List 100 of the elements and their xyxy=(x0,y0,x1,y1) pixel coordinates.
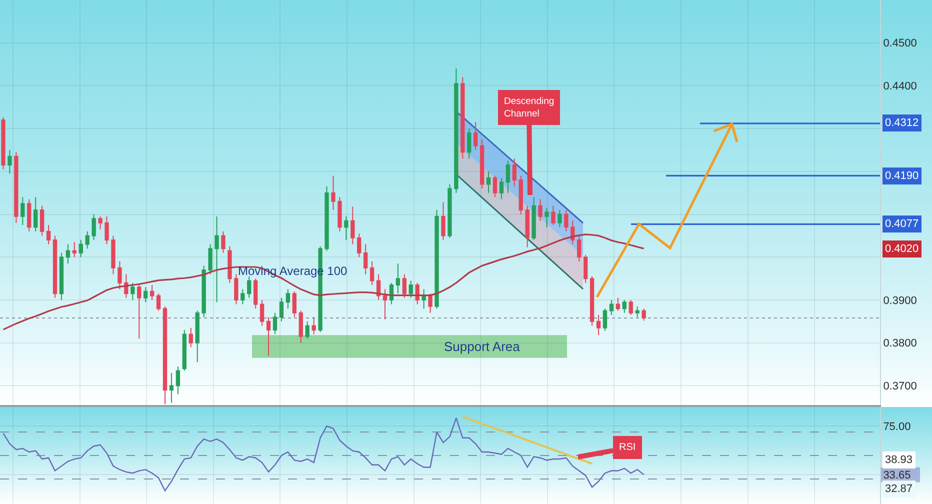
ref-line-label: 0.4190 xyxy=(885,170,919,182)
candlestick xyxy=(272,312,278,335)
candlestick xyxy=(564,210,568,232)
candlestick xyxy=(616,297,620,312)
candlestick xyxy=(52,235,58,298)
candlestick xyxy=(78,240,83,258)
candlestick xyxy=(169,372,174,404)
candlestick xyxy=(1,116,6,170)
candlestick xyxy=(402,274,406,298)
candlestick xyxy=(357,233,362,258)
candlestick xyxy=(228,246,232,284)
candlestick xyxy=(118,260,122,290)
candlestick xyxy=(85,230,90,250)
candlestick xyxy=(46,224,51,245)
candlestick xyxy=(150,284,154,300)
candlestick xyxy=(434,210,439,310)
candlestick xyxy=(260,300,264,326)
candlestick xyxy=(92,214,96,240)
candlestick xyxy=(324,186,329,252)
candlestick xyxy=(428,293,432,314)
annotation: Descending Channel xyxy=(504,96,554,120)
text: 32.87 xyxy=(885,483,913,495)
candlestick xyxy=(448,184,452,238)
candlestick xyxy=(162,306,168,405)
candlestick xyxy=(525,205,530,248)
candlestick xyxy=(350,206,355,245)
candlestick xyxy=(266,316,271,356)
candlestick xyxy=(40,205,44,236)
y-tick-label: 0.4400 xyxy=(883,80,917,93)
ref-line-label: 0.4312 xyxy=(885,117,919,129)
text: 38.93 xyxy=(885,454,913,466)
candlestick xyxy=(492,175,498,198)
candlestick xyxy=(176,366,180,395)
y-tick-label: 0.3800 xyxy=(883,338,917,350)
y-tick-label: 0.3900 xyxy=(883,294,917,307)
candlestick xyxy=(538,198,542,222)
candlestick xyxy=(467,128,472,160)
candlestick xyxy=(635,306,640,318)
y-tick-label: 33.65 xyxy=(883,470,911,482)
candlestick xyxy=(27,198,32,232)
candlestick xyxy=(338,196,342,232)
candlestick xyxy=(382,288,388,320)
candlestick xyxy=(130,282,135,300)
candlestick xyxy=(415,282,420,305)
annotation: RSI xyxy=(619,442,636,453)
line-series xyxy=(462,416,594,465)
candlestick xyxy=(506,160,510,194)
candlestick xyxy=(221,230,226,254)
candlestick xyxy=(499,177,504,200)
candlestick xyxy=(195,310,200,363)
candlestick xyxy=(182,330,186,372)
candlestick xyxy=(422,288,426,310)
annotation: 0.4020 xyxy=(885,243,919,255)
candlestick xyxy=(144,286,148,303)
candlestick xyxy=(364,244,368,275)
candlestick xyxy=(214,216,219,303)
y-tick-label: 0.3700 xyxy=(883,380,917,393)
candlestick xyxy=(247,276,252,298)
candlestick xyxy=(551,205,556,226)
candlestick xyxy=(376,274,381,300)
candlestick xyxy=(34,196,38,232)
candlestick xyxy=(584,254,588,284)
candlestick xyxy=(8,150,12,174)
line-series xyxy=(2,417,644,492)
candlestick xyxy=(642,308,646,322)
candlestick xyxy=(254,278,258,310)
candlestick xyxy=(628,300,633,316)
candlestick xyxy=(59,252,64,300)
candlestick xyxy=(279,297,284,322)
candlestick xyxy=(156,293,161,312)
candlestick xyxy=(370,260,374,286)
candlestick xyxy=(240,288,245,305)
candlestick xyxy=(66,244,70,264)
candlestick xyxy=(111,235,116,275)
candlestick xyxy=(72,242,76,258)
candlestick xyxy=(532,196,536,240)
candlestick xyxy=(609,300,614,316)
candlestick xyxy=(208,244,212,275)
candlestick xyxy=(486,170,491,194)
candlestick xyxy=(577,235,582,262)
candlestick xyxy=(305,320,310,340)
candlestick xyxy=(441,202,446,240)
candlestick xyxy=(454,68,458,194)
candlestick xyxy=(480,138,484,190)
candlestick xyxy=(408,280,413,298)
candlestick xyxy=(344,216,348,240)
line-series xyxy=(2,234,645,330)
candlestick xyxy=(104,216,109,245)
candlestick xyxy=(570,220,575,245)
candlestick xyxy=(389,282,394,305)
candlestick xyxy=(544,207,549,228)
band-label: Support Area xyxy=(444,339,521,354)
candlestick xyxy=(622,300,626,314)
candlestick xyxy=(602,308,608,332)
candlestick xyxy=(14,152,18,224)
y-tick-label: 75.00 xyxy=(883,420,911,433)
candlestick xyxy=(234,274,238,305)
candlestick xyxy=(590,276,594,326)
candlestick xyxy=(20,196,25,226)
candlestick xyxy=(286,288,290,310)
